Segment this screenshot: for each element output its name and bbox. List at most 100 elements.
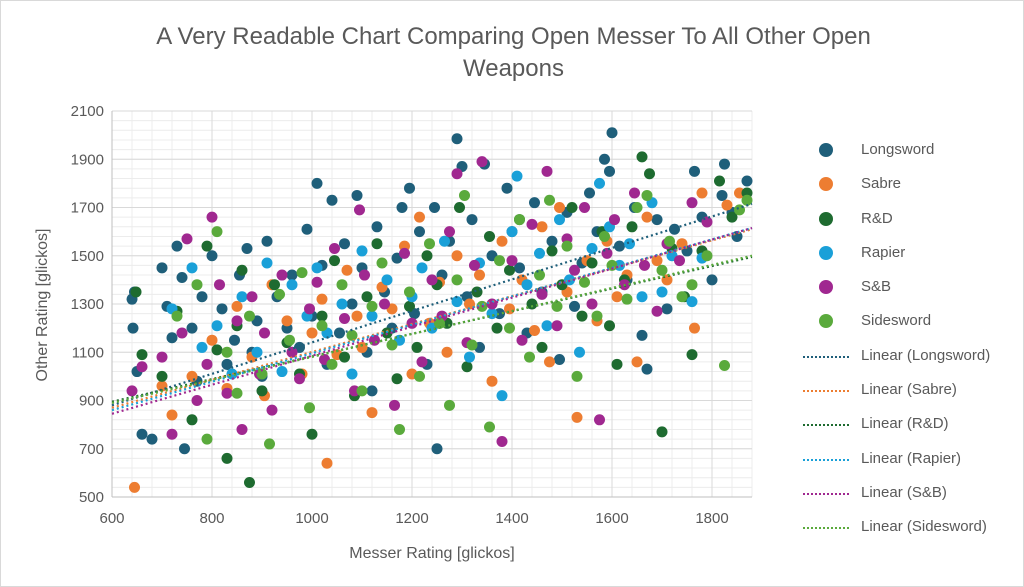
legend-label: Linear (Sidesword) <box>861 518 987 536</box>
data-point <box>439 235 450 247</box>
data-point <box>726 211 738 223</box>
data-point <box>594 177 605 189</box>
series-sabre <box>129 187 745 493</box>
data-point <box>346 368 358 380</box>
data-point <box>236 423 248 435</box>
data-point <box>179 443 190 455</box>
data-point <box>304 303 315 315</box>
scatter-points <box>126 127 753 493</box>
data-point <box>359 269 370 281</box>
data-point <box>339 312 350 324</box>
data-point <box>211 320 223 332</box>
data-point <box>579 276 590 288</box>
x-tick-label: 1000 <box>295 510 328 527</box>
data-point <box>130 286 142 298</box>
data-point <box>534 247 545 259</box>
data-point <box>421 250 433 262</box>
data-point <box>621 293 633 305</box>
data-point <box>366 310 378 322</box>
trendline <box>111 228 753 409</box>
data-point <box>546 235 558 247</box>
data-point <box>661 303 673 315</box>
data-point <box>296 267 308 279</box>
data-point <box>366 300 378 312</box>
data-point <box>631 356 643 368</box>
data-point <box>484 421 495 433</box>
data-point <box>391 373 403 385</box>
data-point <box>466 339 478 351</box>
data-point <box>656 426 668 438</box>
data-point <box>529 325 540 337</box>
x-tick-label: 1400 <box>495 510 528 527</box>
data-point <box>371 238 383 250</box>
data-point <box>304 402 315 414</box>
data-point <box>181 233 193 245</box>
data-point <box>741 194 753 206</box>
legend-marker <box>819 143 833 157</box>
data-point <box>599 230 610 242</box>
data-point <box>127 322 139 334</box>
data-point <box>276 269 288 281</box>
data-point <box>464 351 475 363</box>
data-point <box>416 262 428 274</box>
data-point <box>126 385 138 397</box>
series-sidesword <box>171 189 753 450</box>
data-point <box>541 165 553 177</box>
data-point <box>206 334 218 346</box>
data-point <box>716 189 728 201</box>
data-point <box>326 194 338 206</box>
data-point <box>444 399 455 411</box>
data-point <box>356 385 368 397</box>
data-point <box>689 165 700 177</box>
data-point <box>651 255 663 267</box>
data-point <box>586 257 598 269</box>
data-point <box>261 257 273 269</box>
data-point <box>546 245 558 257</box>
data-point <box>641 189 653 201</box>
legend-label: Linear (S&B) <box>861 483 947 501</box>
data-point <box>431 443 443 455</box>
legend-label: Linear (Rapier) <box>861 449 962 467</box>
data-point <box>424 238 435 250</box>
data-point <box>631 202 643 213</box>
data-point <box>276 366 288 378</box>
legend-trend-line <box>803 458 849 461</box>
data-point <box>651 305 663 317</box>
data-point <box>376 257 388 269</box>
data-point <box>236 291 248 303</box>
data-point <box>686 279 698 291</box>
data-point <box>719 360 730 372</box>
data-point <box>474 269 485 281</box>
data-point <box>656 286 668 298</box>
trendline <box>111 255 753 403</box>
data-point <box>351 310 363 322</box>
data-point <box>256 385 268 397</box>
data-point <box>451 168 463 180</box>
data-point <box>611 291 623 303</box>
x-tick-label: 1200 <box>395 510 428 527</box>
data-point <box>221 346 233 358</box>
data-point <box>554 214 565 226</box>
data-point <box>301 223 313 235</box>
data-point <box>721 199 733 211</box>
data-point <box>176 271 188 283</box>
data-point <box>554 353 565 365</box>
data-point <box>644 168 655 180</box>
data-point <box>496 390 508 402</box>
legend-item: S&B <box>801 271 1016 305</box>
legend-marker <box>819 177 833 192</box>
data-point <box>586 298 598 310</box>
legend-item: Sabre <box>801 168 1016 202</box>
legend-item: Longsword <box>801 134 1016 168</box>
data-point <box>459 189 470 201</box>
data-point <box>306 428 318 440</box>
data-point <box>676 291 688 303</box>
legend-item: Sidesword <box>801 305 1016 339</box>
data-point <box>501 182 513 194</box>
data-point <box>379 298 390 310</box>
data-point <box>329 255 340 267</box>
data-point <box>434 317 445 329</box>
data-point <box>651 214 663 226</box>
legend-item: Linear (S&B) <box>801 477 1016 511</box>
data-point <box>346 298 358 310</box>
